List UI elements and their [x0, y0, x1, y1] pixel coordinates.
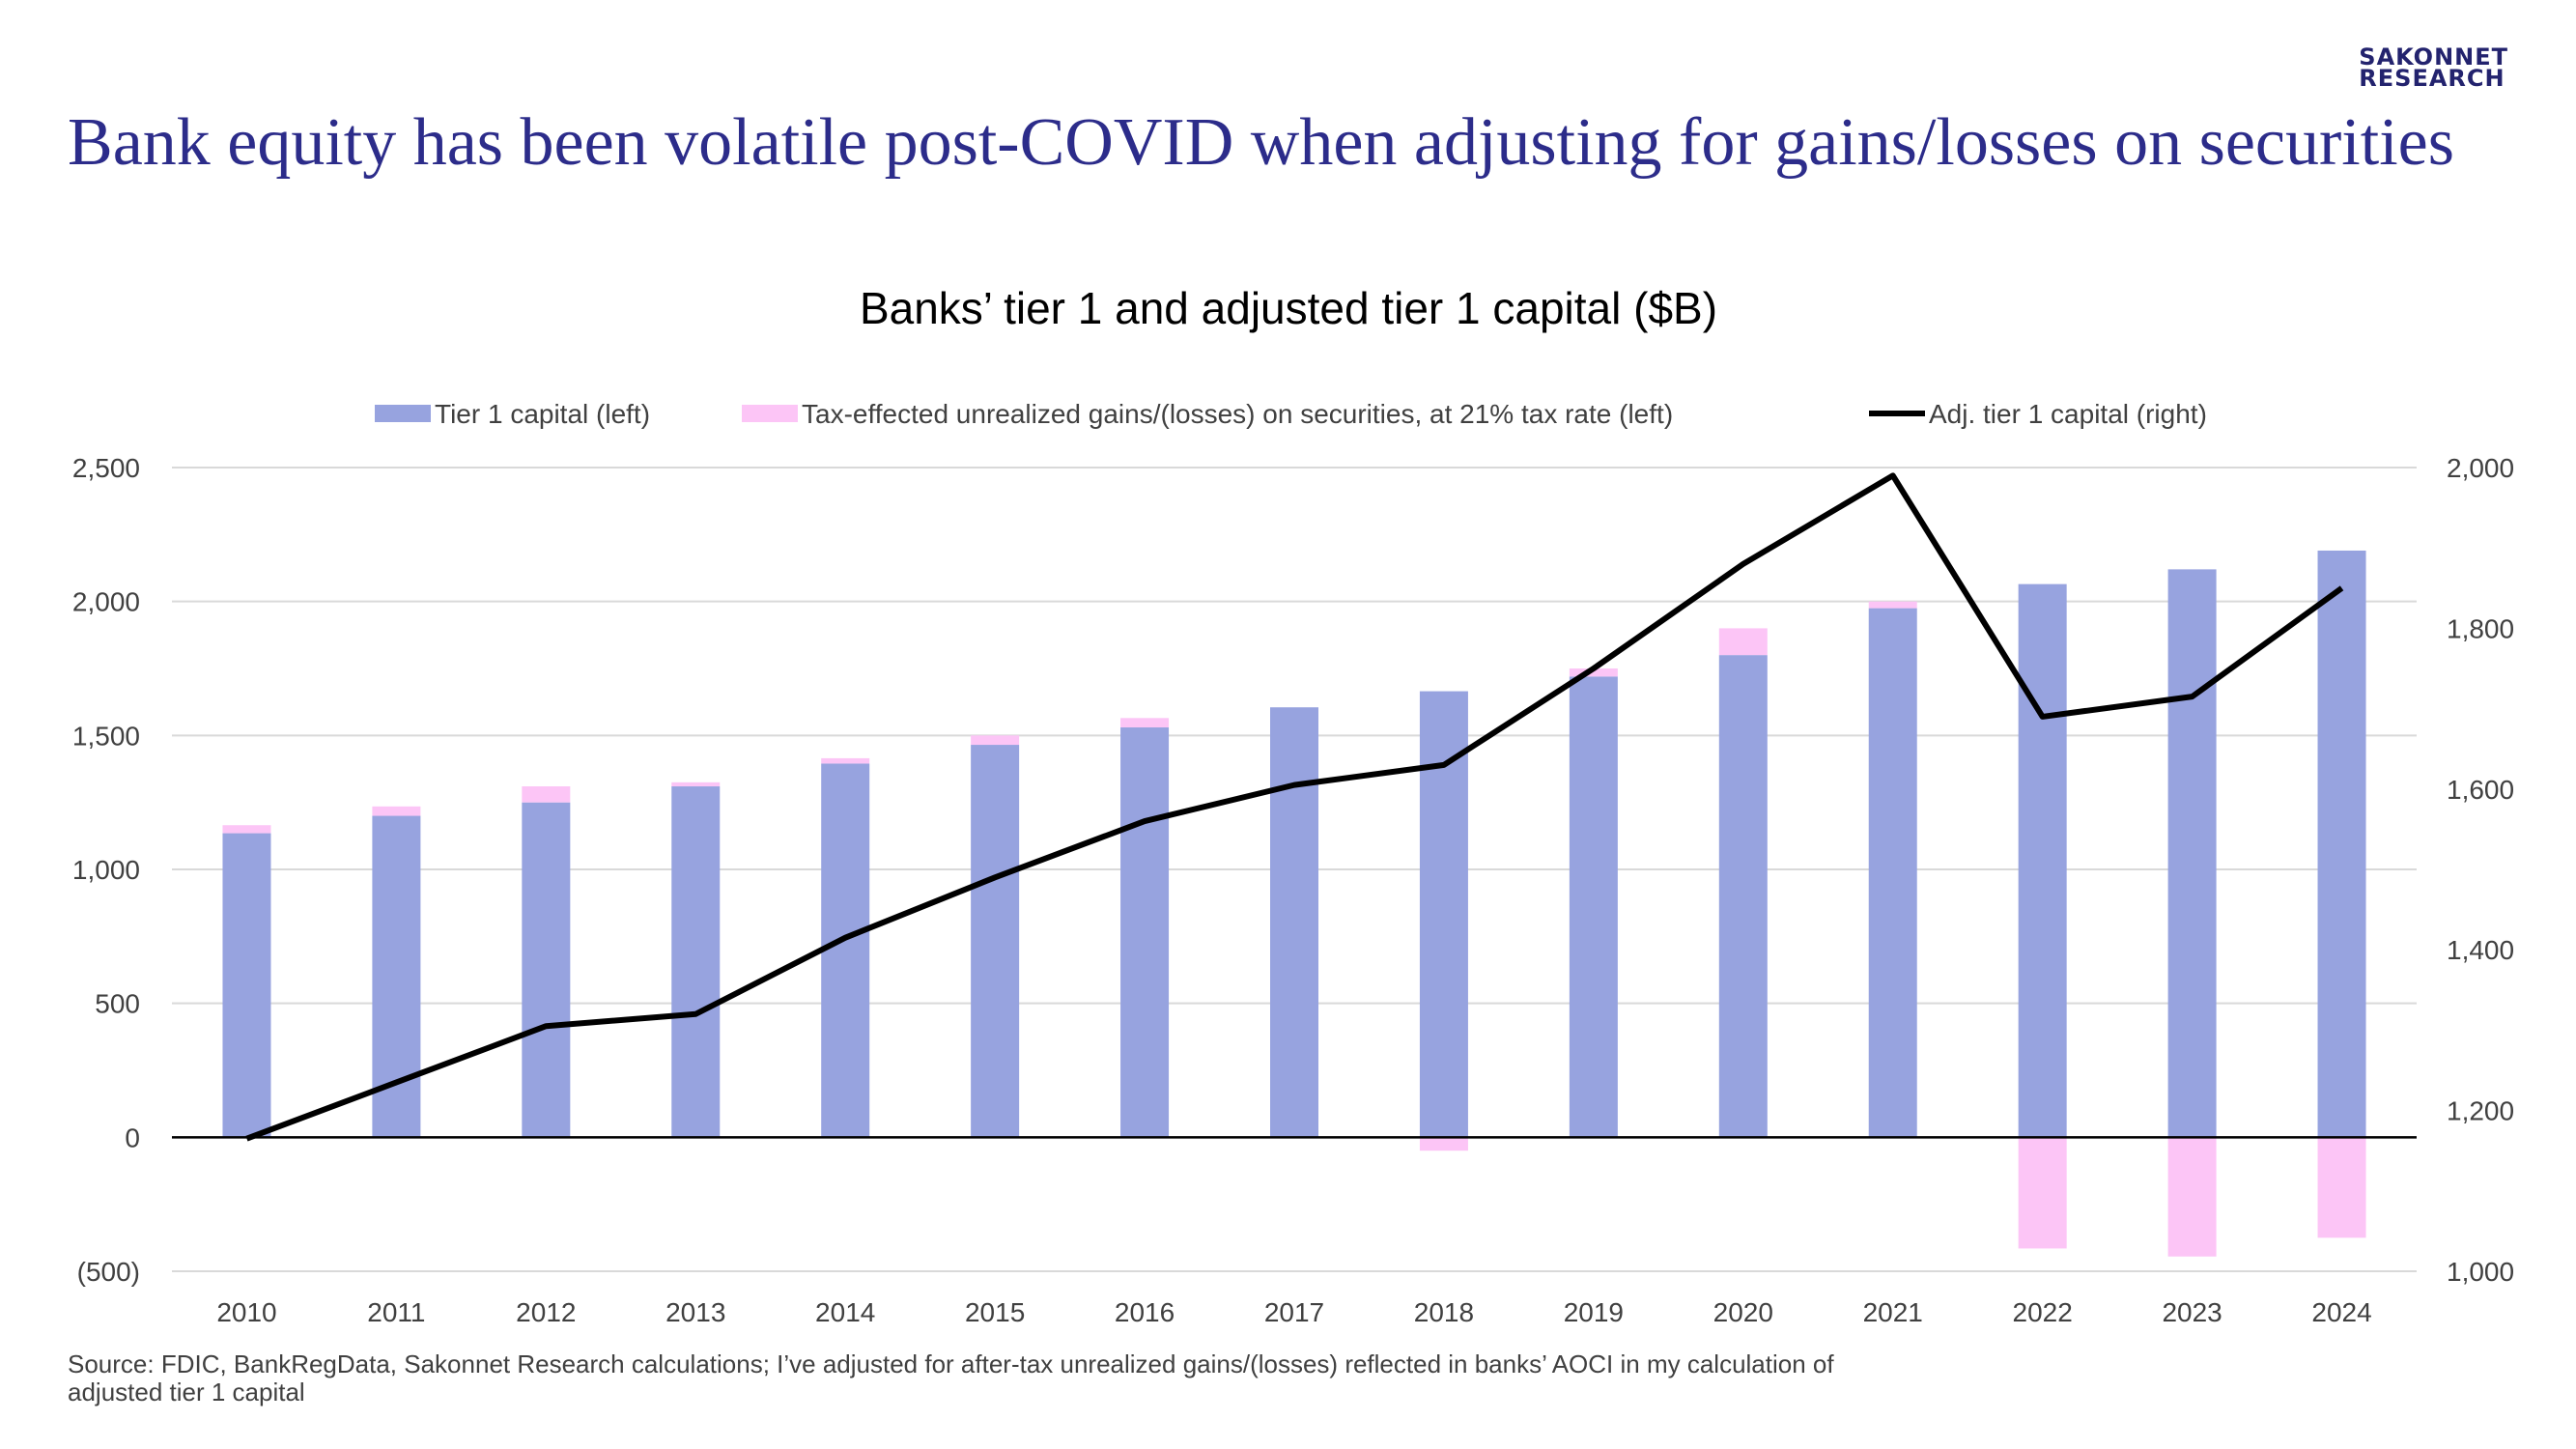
- bar-unrealized-gain: [671, 781, 721, 787]
- x-axis-ticks: 2010 2011 2012 2013 2014 2015 2016 2017 2018 2019…: [216, 1297, 2371, 1327]
- bar-unrealized-loss: [2317, 1137, 2366, 1238]
- bar-tier1-capital: [671, 786, 721, 1138]
- bar-tier1-capital: [522, 802, 571, 1138]
- x-tick-label: 2022: [2013, 1297, 2073, 1327]
- bar-tier1-capital: [1718, 655, 1768, 1138]
- bar-unrealized-gain: [222, 825, 271, 834]
- x-tick-label: 2024: [2311, 1297, 2371, 1327]
- legend-unrealized-label: Tax-effected unrealized gains/(losses) o…: [802, 399, 1673, 429]
- x-tick-label: 2011: [367, 1297, 425, 1327]
- right-tick-label: 1,600: [2447, 775, 2514, 805]
- bar-unrealized-gain: [522, 786, 571, 803]
- x-tick-label: 2016: [1115, 1297, 1175, 1327]
- left-tick-label: 2,000: [72, 587, 140, 617]
- bar-unrealized-loss: [2018, 1137, 2067, 1249]
- bar-unrealized-gain: [1569, 668, 1618, 677]
- x-tick-label: 2013: [665, 1297, 725, 1327]
- bar-tier1-capital: [1120, 727, 1170, 1138]
- legend-tier1-swatch: [375, 405, 431, 422]
- right-tick-label: 1,000: [2447, 1257, 2514, 1287]
- x-tick-label: 2018: [1414, 1297, 1474, 1327]
- left-tick-label: 0: [125, 1122, 140, 1152]
- chart-line: [245, 472, 2344, 1142]
- left-tick-label: 1,000: [72, 855, 140, 885]
- bar-tier1-capital: [222, 833, 271, 1138]
- chart-legend: Tier 1 capital (left) Tax-effected unreal…: [375, 399, 2207, 429]
- right-tick-label: 1,400: [2447, 935, 2514, 965]
- bar-unrealized-gain: [372, 806, 421, 816]
- x-tick-label: 2019: [1564, 1297, 1624, 1327]
- left-tick-label: 1,500: [72, 721, 140, 751]
- x-tick-label: 2020: [1713, 1297, 1773, 1327]
- brand-logo: SAKONNET RESEARCH: [2359, 43, 2508, 92]
- x-tick-label: 2012: [516, 1297, 576, 1327]
- x-tick-label: 2014: [815, 1297, 875, 1327]
- legend-adjusted-label: Adj. tier 1 capital (right): [1929, 399, 2207, 429]
- page-headline: Bank equity has been volatile post-COVID…: [68, 105, 2454, 180]
- x-tick-label: 2010: [216, 1297, 276, 1327]
- bar-unrealized-gain: [1868, 601, 1917, 609]
- bar-tier1-capital: [1569, 676, 1618, 1138]
- left-tick-label: 2,500: [72, 453, 140, 483]
- bar-tier1-capital: [1868, 608, 1917, 1138]
- left-axis-ticks: (500) 0 500 1,000 1,500 2,000 2,500: [72, 453, 140, 1287]
- bar-unrealized-loss: [2167, 1137, 2217, 1257]
- bar-tier1-capital: [1270, 707, 1318, 1138]
- legend-unrealized-swatch: [742, 405, 798, 422]
- right-tick-label: 1,200: [2447, 1096, 2514, 1126]
- chart-bars: [222, 550, 2366, 1257]
- bar-tier1-capital: [1419, 691, 1468, 1138]
- x-tick-label: 2023: [2162, 1297, 2222, 1327]
- x-tick-label: 2015: [965, 1297, 1025, 1327]
- bar-tier1-capital: [2167, 569, 2217, 1138]
- x-tick-label: 2021: [1863, 1297, 1923, 1327]
- chart-title: Banks’ tier 1 and adjusted tier 1 capita…: [860, 283, 1717, 333]
- right-tick-label: 2,000: [2447, 453, 2514, 483]
- x-tick-label: 2017: [1264, 1297, 1324, 1327]
- bar-tier1-capital: [971, 745, 1020, 1138]
- brand-line-2: RESEARCH: [2359, 65, 2505, 92]
- left-tick-label: (500): [77, 1257, 140, 1287]
- bar-tier1-capital: [2317, 550, 2366, 1138]
- bar-tier1-capital: [2018, 583, 2067, 1138]
- left-tick-label: 500: [95, 989, 140, 1019]
- bar-unrealized-gain: [821, 757, 870, 764]
- brand-line-1: SAKONNET: [2359, 43, 2508, 71]
- right-axis-ticks: 1,000 1,200 1,400 1,600 1,800 2,000: [2447, 453, 2514, 1287]
- bar-unrealized-gain: [1120, 718, 1170, 728]
- bar-unrealized-gain: [971, 735, 1020, 746]
- legend-tier1-label: Tier 1 capital (left): [435, 399, 650, 429]
- right-tick-label: 1,800: [2447, 613, 2514, 643]
- source-note: Source: FDIC, BankRegData, Sakonnet Rese…: [68, 1350, 1834, 1406]
- bar-tier1-capital: [821, 763, 870, 1138]
- bar-unrealized-gain: [1718, 628, 1768, 656]
- bar-unrealized-loss: [1419, 1137, 1468, 1151]
- line-adj-tier1-capital: [245, 472, 2344, 1142]
